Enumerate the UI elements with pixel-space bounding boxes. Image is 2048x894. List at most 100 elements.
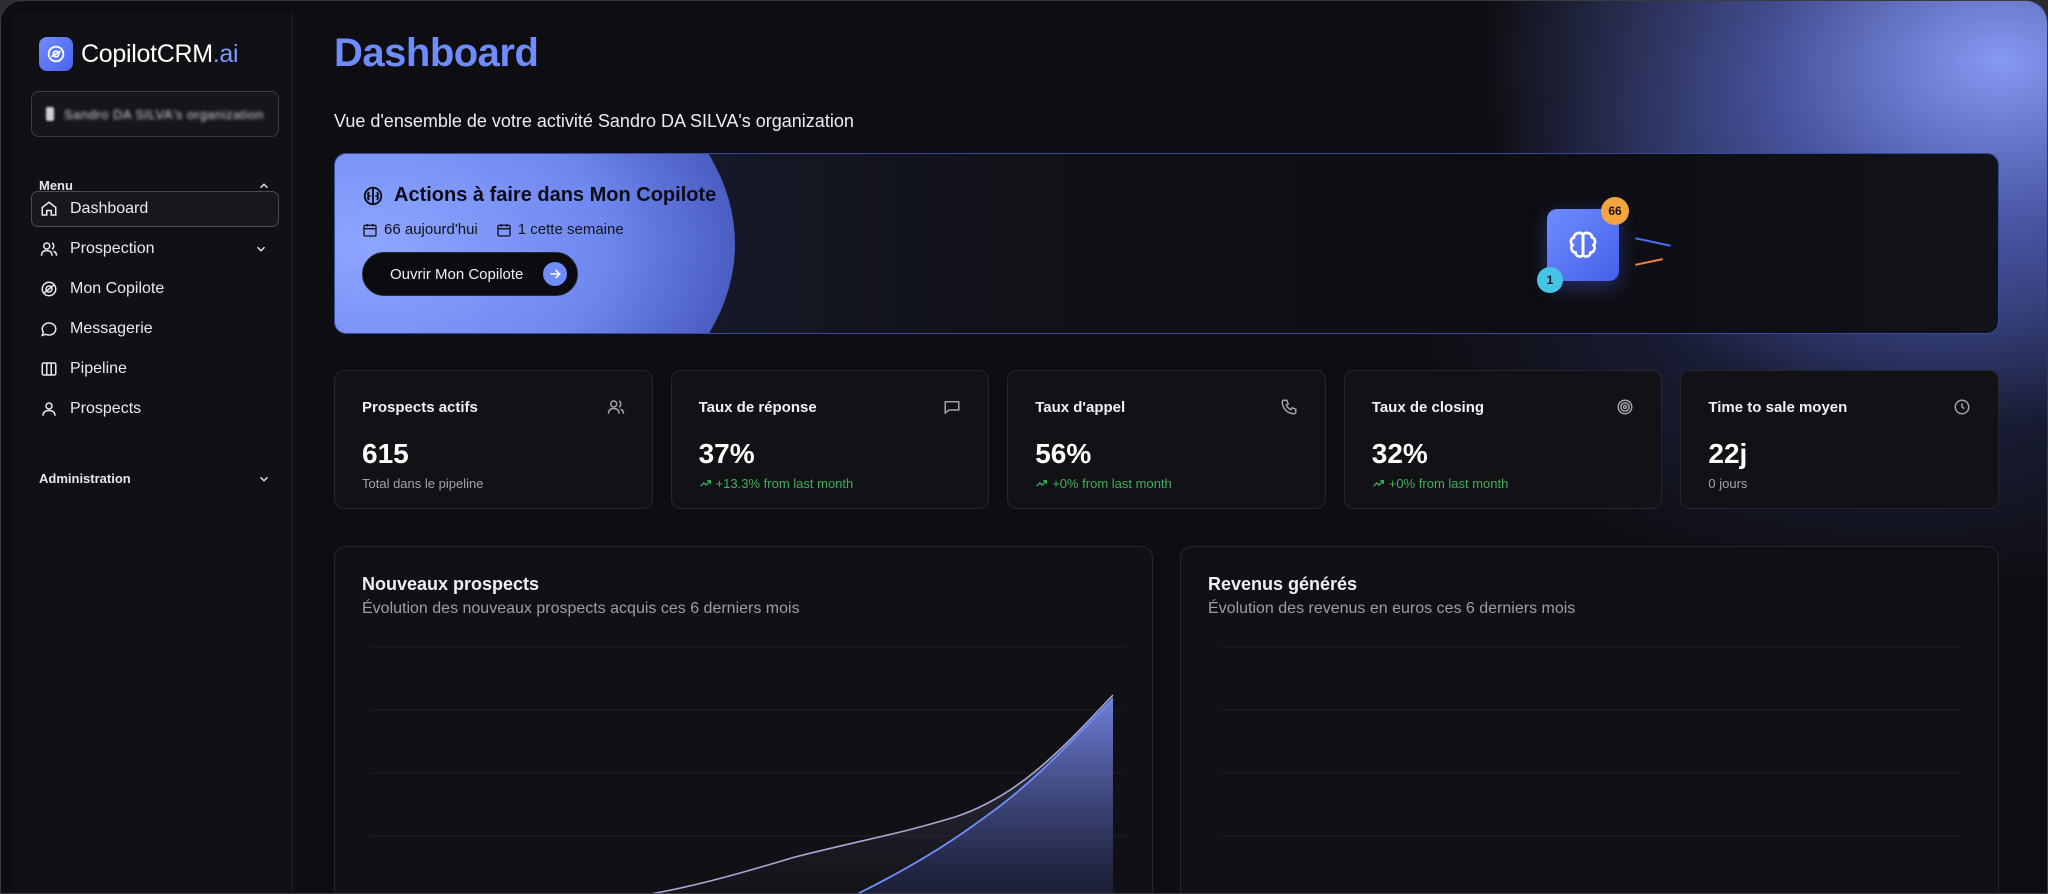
kpi-title: Taux de closing xyxy=(1371,398,1485,416)
chart-subtitle: Évolution des revenus en euros ces 6 der… xyxy=(1208,600,1576,617)
kpi-value: 22j xyxy=(1708,438,1748,469)
kpi-card-taux-reponse: Taux de réponse 37% +13.3% from last mon… xyxy=(670,370,990,509)
today-count-text: 66 aujourd'hui xyxy=(384,221,478,238)
users-icon xyxy=(607,400,624,414)
sidebar-item-prospects[interactable]: Prospects xyxy=(31,391,279,427)
chart-title: Revenus générés xyxy=(1208,574,1358,594)
banner-glow xyxy=(335,154,735,333)
brain-icon xyxy=(1569,231,1597,258)
sidebar-item-dashboard[interactable]: Dashboard xyxy=(31,191,279,227)
week-count: 1 cette semaine xyxy=(496,221,624,238)
columns-icon xyxy=(40,360,58,378)
kpi-card-prospects-actifs: Prospects actifs 615 Total dans le pipel… xyxy=(334,370,653,509)
calendar-icon xyxy=(363,223,377,237)
chat-bubble-icon xyxy=(40,320,58,338)
chevron-up-icon xyxy=(260,182,268,188)
kpi-card-taux-appel: Taux d'appel 56% +0% from last month xyxy=(1007,370,1326,509)
page-subtitle: Vue d'ensemble de votre activité Sandro … xyxy=(334,111,854,131)
kpi-value: 37% xyxy=(698,438,755,469)
kpi-card-time-to-sale: Time to sale moyen 22j 0 jours xyxy=(1680,370,1999,509)
revenue-chart xyxy=(1221,646,1961,837)
sidebar-item-prospection[interactable]: Prospection xyxy=(31,231,279,267)
kpi-note: Total dans le pipeline xyxy=(362,476,484,491)
kpi-value: 615 xyxy=(362,438,409,469)
sidebar-item-label: Prospection xyxy=(70,240,155,257)
trending-up-icon xyxy=(699,480,711,487)
sidebar-item-label: Messagerie xyxy=(70,320,153,337)
kpi-trend: +0% from last month xyxy=(1372,476,1635,491)
clock-icon xyxy=(1954,399,1970,415)
copilot-icon xyxy=(40,280,58,298)
brand-logo[interactable]: CopilotCRM.ai xyxy=(39,37,239,71)
menu-section-toggle[interactable]: Menu xyxy=(39,178,271,193)
decorative-line xyxy=(1635,237,1671,247)
sidebar-nav: Dashboard Prospection Mon Copilote Mes xyxy=(31,191,279,431)
kpi-trend: +13.3% from last month xyxy=(699,476,962,491)
kpi-title: Taux d'appel xyxy=(1035,398,1126,416)
sidebar-item-label: Mon Copilote xyxy=(70,280,165,297)
banner-title-text: Actions à faire dans Mon Copilote xyxy=(394,184,717,206)
notification-badge-week: 1 xyxy=(1537,267,1563,293)
trending-up-icon xyxy=(1036,480,1048,487)
sidebar: CopilotCRM.ai Sandro DA SILVA's organiza… xyxy=(13,13,293,893)
chart-card-nouveaux-prospects: Nouveaux prospects Évolution des nouveau… xyxy=(334,546,1153,893)
page-title: Dashboard xyxy=(334,31,539,75)
administration-section-label: Administration xyxy=(39,471,131,486)
kpi-card-taux-closing: Taux de closing 32% +0% from last month xyxy=(1343,370,1663,509)
brand-name: CopilotCRM.ai xyxy=(81,39,239,68)
week-count-text: 1 cette semaine xyxy=(517,221,624,238)
trending-up-icon xyxy=(1372,480,1384,487)
sidebar-item-pipeline[interactable]: Pipeline xyxy=(31,351,279,387)
banner-title: Actions à faire dans Mon Copilote xyxy=(362,184,716,207)
chart-title: Nouveaux prospects xyxy=(362,574,540,594)
today-count: 66 aujourd'hui xyxy=(362,221,478,238)
kpi-note: 0 jours xyxy=(1708,476,1748,491)
chart-card-revenus-generes: Revenus générés Évolution des revenus en… xyxy=(1180,546,1999,893)
sidebar-item-mon-copilote[interactable]: Mon Copilote xyxy=(31,271,279,307)
copilot-actions-banner: Actions à faire dans Mon Copilote 66 auj… xyxy=(334,153,1999,334)
series-area-blue xyxy=(859,699,1113,893)
chart-subtitle: Évolution des nouveaux prospects acquis … xyxy=(362,600,800,617)
kpi-trend: +0% from last month xyxy=(1035,476,1298,491)
sidebar-item-label: Pipeline xyxy=(70,360,127,377)
copilot-illustration: 66 1 xyxy=(1537,197,1671,297)
kpi-value: 32% xyxy=(1371,438,1428,469)
organization-selector[interactable]: Sandro DA SILVA's organization xyxy=(31,91,279,137)
kpi-trend-text: +0% from last month xyxy=(1388,476,1509,491)
brain-icon xyxy=(363,186,383,205)
decorative-line xyxy=(1635,258,1663,266)
notification-badge-today: 66 xyxy=(1601,197,1629,225)
kpi-title: Time to sale moyen xyxy=(1708,398,1848,416)
chevron-down-icon xyxy=(257,246,265,252)
sidebar-item-label: Dashboard xyxy=(70,200,149,217)
org-avatar xyxy=(46,107,54,121)
kpi-value: 56% xyxy=(1035,438,1092,469)
kpi-trend-text: +0% from last month xyxy=(1052,476,1172,491)
chevron-down-icon xyxy=(260,476,268,482)
open-copilot-button-label: Ouvrir Mon Copilote xyxy=(390,265,524,283)
series-line-grey xyxy=(651,694,1114,893)
user-icon xyxy=(40,400,58,418)
kpi-title: Prospects actifs xyxy=(362,398,478,416)
sidebar-item-label: Prospects xyxy=(70,400,142,417)
org-name: Sandro DA SILVA's organization xyxy=(64,106,264,122)
open-copilot-button[interactable]: Ouvrir Mon Copilote xyxy=(362,252,578,296)
chart-gridlines xyxy=(1221,646,1961,837)
main-content: Dashboard Vue d'ensemble de votre activi… xyxy=(334,1,1999,893)
target-icon xyxy=(1617,399,1633,415)
kpi-trend-text: +13.3% from last month xyxy=(715,476,854,491)
kpi-title: Taux de réponse xyxy=(698,398,817,416)
users-icon xyxy=(40,240,58,258)
series-line-blue xyxy=(857,698,1114,893)
menu-section-label: Menu xyxy=(39,178,73,193)
calendar-icon xyxy=(497,223,511,237)
kpi-cards: Prospects actifs 615 Total dans le pipel… xyxy=(334,370,1999,509)
administration-section-toggle[interactable]: Administration xyxy=(39,471,271,486)
arrow-right-icon xyxy=(543,262,567,286)
sidebar-item-messagerie[interactable]: Messagerie xyxy=(31,311,279,347)
prospects-area-chart xyxy=(370,646,1125,893)
home-icon xyxy=(40,200,58,218)
logo-icon xyxy=(39,37,73,71)
message-square-icon xyxy=(944,401,960,415)
